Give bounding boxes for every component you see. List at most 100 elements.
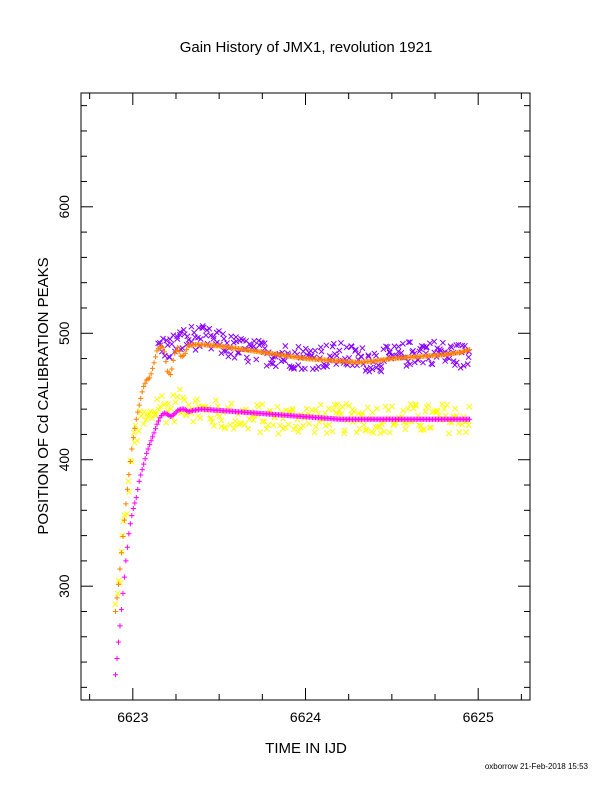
data-point bbox=[377, 430, 384, 437]
data-point bbox=[154, 421, 160, 427]
data-point bbox=[365, 353, 372, 360]
data-point bbox=[281, 357, 288, 364]
data-point bbox=[378, 368, 385, 375]
data-point bbox=[444, 401, 451, 408]
data-point bbox=[163, 337, 170, 344]
data-point bbox=[330, 340, 337, 347]
data-point bbox=[369, 366, 376, 373]
data-point bbox=[165, 400, 172, 407]
data-point bbox=[197, 336, 204, 342]
chart-title: Gain History of JMX1, revolution 1921 bbox=[180, 39, 433, 56]
data-point bbox=[366, 368, 373, 375]
data-point bbox=[174, 335, 181, 342]
data-point bbox=[425, 402, 432, 409]
data-point bbox=[135, 409, 141, 415]
data-point bbox=[167, 371, 173, 378]
data-point bbox=[290, 364, 297, 371]
data-point bbox=[441, 405, 448, 412]
data-point bbox=[326, 421, 333, 428]
data-point bbox=[197, 415, 204, 422]
data-point bbox=[199, 324, 206, 331]
data-point bbox=[133, 494, 139, 501]
data-point bbox=[420, 426, 427, 433]
data-point bbox=[245, 358, 252, 365]
data-point bbox=[222, 424, 229, 431]
data-point bbox=[289, 407, 296, 414]
y-tick-label: 600 bbox=[56, 195, 72, 219]
data-point bbox=[322, 422, 329, 429]
data-point bbox=[312, 406, 319, 413]
data-point bbox=[147, 375, 153, 381]
data-point bbox=[352, 346, 359, 353]
data-point bbox=[295, 428, 302, 435]
data-point bbox=[129, 513, 135, 519]
data-point bbox=[282, 343, 289, 349]
data-point bbox=[238, 420, 245, 427]
data-point bbox=[409, 347, 416, 354]
data-point bbox=[140, 421, 147, 428]
data-point bbox=[120, 590, 126, 596]
data-point bbox=[333, 352, 340, 359]
data-point bbox=[259, 401, 266, 408]
data-point bbox=[331, 401, 338, 408]
data-point bbox=[448, 344, 455, 351]
data-point bbox=[203, 332, 209, 339]
data-point bbox=[351, 408, 357, 415]
data-point bbox=[250, 417, 257, 423]
data-point bbox=[123, 501, 129, 507]
data-point bbox=[210, 333, 217, 340]
series-1 bbox=[155, 323, 473, 375]
data-point bbox=[173, 347, 179, 353]
data-point bbox=[259, 418, 266, 425]
data-point bbox=[221, 335, 227, 342]
data-point bbox=[175, 344, 181, 350]
data-marks bbox=[112, 323, 473, 678]
data-point bbox=[166, 354, 173, 361]
data-point bbox=[445, 430, 452, 437]
data-point bbox=[290, 426, 297, 433]
data-point bbox=[426, 424, 433, 431]
data-point bbox=[341, 427, 348, 434]
data-point bbox=[464, 361, 471, 368]
data-point bbox=[343, 344, 350, 351]
data-point bbox=[359, 410, 366, 417]
data-point bbox=[228, 400, 235, 407]
data-point bbox=[159, 393, 165, 399]
data-point bbox=[334, 401, 341, 408]
axis-tick-labels: 6623 6624 6625 300 400 500 600 bbox=[56, 195, 494, 725]
data-point bbox=[221, 347, 227, 354]
data-point bbox=[450, 358, 457, 365]
data-point bbox=[152, 425, 159, 432]
x-tick-label: 6623 bbox=[117, 709, 148, 725]
data-point bbox=[139, 466, 145, 473]
data-point bbox=[115, 639, 122, 645]
data-point bbox=[152, 411, 159, 418]
data-point bbox=[151, 360, 157, 366]
data-point bbox=[446, 355, 453, 362]
data-point bbox=[132, 425, 138, 431]
data-point bbox=[300, 422, 307, 429]
data-point bbox=[312, 423, 319, 430]
plot-frame bbox=[80, 92, 531, 701]
data-point bbox=[228, 333, 235, 340]
data-point bbox=[381, 428, 387, 435]
data-point bbox=[270, 422, 277, 429]
data-point bbox=[194, 396, 200, 403]
data-point bbox=[306, 420, 312, 427]
data-point bbox=[386, 429, 393, 436]
data-point bbox=[253, 356, 260, 363]
data-point bbox=[118, 607, 125, 613]
x-tick-label: 6625 bbox=[463, 709, 494, 725]
data-point bbox=[132, 422, 139, 429]
data-point bbox=[407, 361, 414, 368]
data-point bbox=[135, 427, 142, 434]
data-point bbox=[138, 395, 144, 402]
data-point bbox=[456, 429, 463, 436]
data-point bbox=[172, 350, 178, 357]
data-point bbox=[243, 354, 250, 361]
data-point bbox=[130, 435, 136, 441]
data-point bbox=[181, 396, 188, 403]
data-point bbox=[337, 339, 344, 346]
data-point bbox=[182, 350, 188, 356]
data-point bbox=[466, 403, 473, 410]
